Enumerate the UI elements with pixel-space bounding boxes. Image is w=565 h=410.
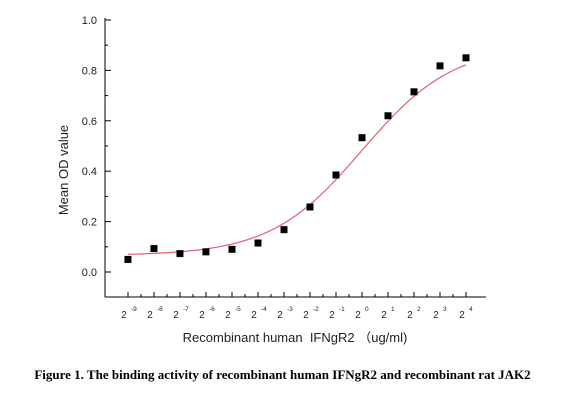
x-tick-exponent: 0 xyxy=(365,306,369,313)
data-point xyxy=(150,245,158,253)
data-point xyxy=(358,134,366,142)
x-tick-base: 2 xyxy=(329,310,335,321)
x-tick-label: 23 xyxy=(433,306,447,321)
fit-curve-layer xyxy=(127,64,467,255)
x-tick-exponent: 1 xyxy=(391,306,395,313)
x-tick-label: 20 xyxy=(355,306,369,321)
x-tick-base: 2 xyxy=(303,310,309,321)
x-tick-base: 2 xyxy=(381,310,387,321)
x-tick-exponent: -1 xyxy=(339,306,345,313)
x-tick-exponent: -4 xyxy=(261,306,267,313)
x-tick-exponent: 3 xyxy=(443,306,447,313)
x-tick-label: 2 -4 xyxy=(251,306,267,321)
x-tick-label: 2 -6 xyxy=(199,306,215,321)
data-point xyxy=(280,226,288,234)
x-tick-exponent: -5 xyxy=(235,306,241,313)
x-tick-exponent: -3 xyxy=(287,306,293,313)
x-tick-label: 22 xyxy=(407,306,421,321)
x-tick-exponent: -7 xyxy=(183,306,189,313)
data-point xyxy=(436,62,444,70)
x-tick-label: 2 -1 xyxy=(329,306,345,321)
x-tick-base: 2 xyxy=(225,310,231,321)
x-tick-base: 2 xyxy=(121,310,127,321)
y-tick-label: 0.4 xyxy=(82,166,97,178)
x-tick-exponent: 2 xyxy=(417,306,421,313)
y-tick-label: 0.6 xyxy=(82,116,97,128)
x-tick-label: 21 xyxy=(381,306,395,321)
data-point xyxy=(462,54,470,62)
axes: 0.00.20.40.60.81.02-92-82-72-62-52-42-32… xyxy=(82,15,486,321)
x-tick-label: 2 -3 xyxy=(277,306,293,321)
x-tick-exponent: -8 xyxy=(157,306,163,313)
y-tick-label: 0.8 xyxy=(82,65,97,77)
x-tick-label: 24 xyxy=(459,306,473,321)
y-tick-label: 0.0 xyxy=(82,267,97,279)
data-point xyxy=(332,171,340,179)
data-point xyxy=(228,245,236,253)
x-tick-label: 2 -5 xyxy=(225,306,241,321)
y-tick-label: 0.2 xyxy=(82,217,97,229)
data-point xyxy=(384,112,392,120)
x-tick-base: 2 xyxy=(407,310,413,321)
x-axis-label: Recombinant human IFNgR2 （ug/ml) xyxy=(183,330,408,345)
x-tick-exponent: 4 xyxy=(469,306,473,313)
x-tick-base: 2 xyxy=(173,310,179,321)
data-point xyxy=(410,88,418,96)
x-tick-base: 2 xyxy=(459,310,465,321)
x-tick-exponent: -6 xyxy=(209,306,215,313)
x-tick-base: 2 xyxy=(277,310,283,321)
data-point xyxy=(202,248,210,256)
x-tick-label: 2 -2 xyxy=(303,306,319,321)
y-axis-label: Mean OD value xyxy=(56,125,71,215)
x-tick-base: 2 xyxy=(251,310,257,321)
x-tick-base: 2 xyxy=(147,310,153,321)
x-tick-exponent: -2 xyxy=(313,306,319,313)
fit-curve xyxy=(127,64,467,255)
x-tick-base: 2 xyxy=(355,310,361,321)
x-tick-base: 2 xyxy=(433,310,439,321)
x-tick-label: 2 -8 xyxy=(147,306,163,321)
data-point xyxy=(124,255,132,263)
y-tick-label: 1.0 xyxy=(82,15,97,27)
data-points xyxy=(124,54,470,263)
x-tick-label: 2 -9 xyxy=(121,306,137,321)
chart: 0.00.20.40.60.81.02-92-82-72-62-52-42-32… xyxy=(56,15,486,345)
figure-caption: Figure 1. The binding activity of recomb… xyxy=(34,367,531,382)
x-tick-base: 2 xyxy=(199,310,205,321)
data-point xyxy=(254,239,262,247)
data-point xyxy=(176,250,184,258)
x-tick-exponent: -9 xyxy=(131,306,137,313)
data-point xyxy=(306,203,314,211)
x-tick-label: 2 -7 xyxy=(173,306,189,321)
